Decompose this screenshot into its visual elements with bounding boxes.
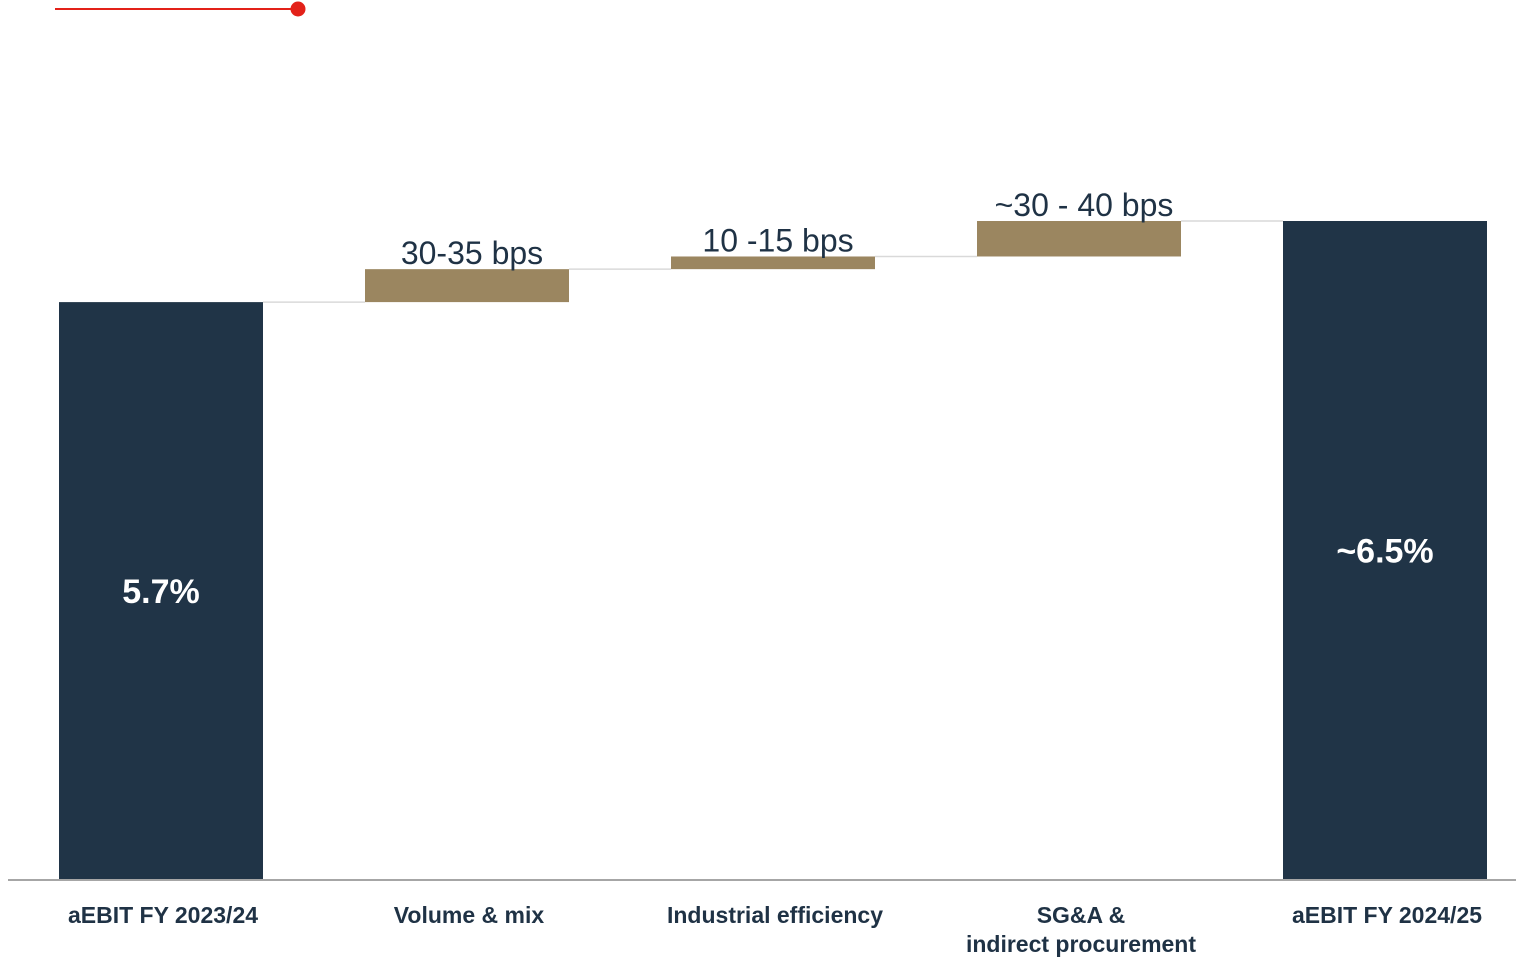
data-labels: 5.7% 30-35 bps 10 -15 bps ~30 - 40 bps ~6.5% xyxy=(122,187,1433,611)
bars xyxy=(59,221,1487,881)
data-label-5: ~6.5% xyxy=(1336,533,1433,571)
bar-1 xyxy=(59,302,263,881)
bar-2 xyxy=(365,269,569,303)
category-label-1: aEBIT FY 2023/24 xyxy=(68,902,258,928)
bar-3 xyxy=(671,256,875,270)
bar-5 xyxy=(1283,221,1487,880)
category-label-5: aEBIT FY 2024/25 xyxy=(1292,902,1482,928)
category-label-line: SG&A & xyxy=(1037,902,1126,928)
category-label-line: Volume & mix xyxy=(394,902,545,928)
category-label-line: aEBIT FY 2024/25 xyxy=(1292,902,1482,928)
category-label-line: indirect procurement xyxy=(966,931,1196,957)
data-label-2: 30-35 bps xyxy=(401,235,543,271)
data-label-4: ~30 - 40 bps xyxy=(995,187,1174,223)
category-label-line: aEBIT FY 2023/24 xyxy=(68,902,258,928)
accent-dot xyxy=(290,1,306,17)
category-labels: aEBIT FY 2023/24 Volume & mix Industrial e… xyxy=(68,902,1482,957)
category-label-4: SG&A & indirect procurement xyxy=(966,902,1196,957)
bar-4 xyxy=(977,221,1181,257)
accent-decoration xyxy=(55,1,306,17)
data-label-3: 10 -15 bps xyxy=(702,222,853,258)
data-label-1: 5.7% xyxy=(122,573,200,611)
connector-lines xyxy=(263,220,1283,303)
category-label-2: Volume & mix xyxy=(394,902,545,928)
category-label-3: Industrial efficiency xyxy=(667,902,883,928)
category-label-line: Industrial efficiency xyxy=(667,902,883,928)
